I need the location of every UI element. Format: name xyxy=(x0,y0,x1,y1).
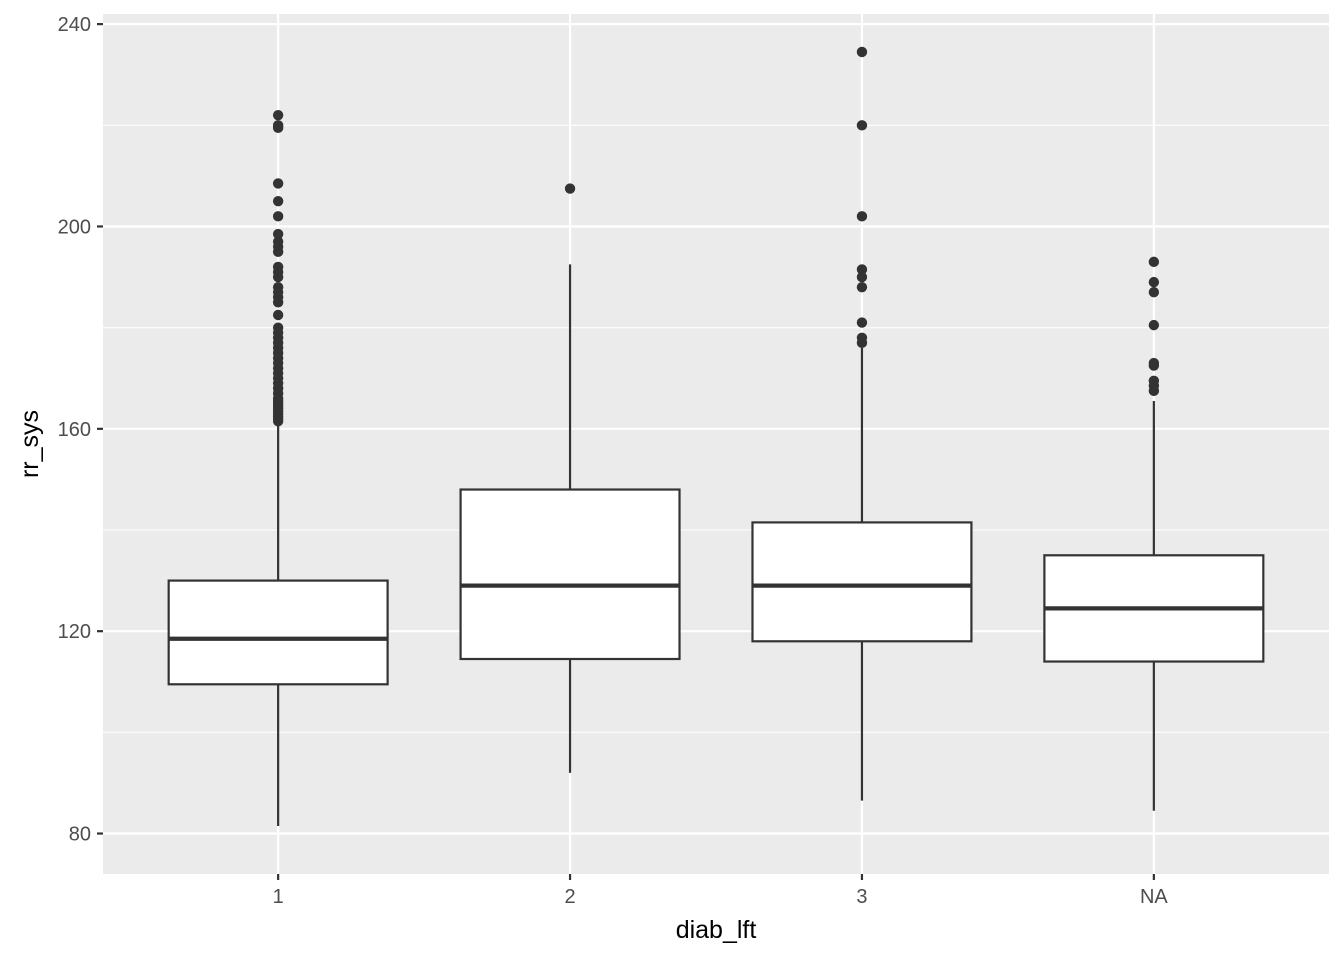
outlier-point xyxy=(856,271,868,283)
outlier-point xyxy=(272,261,284,273)
outlier-point xyxy=(1148,287,1160,298)
outlier-point xyxy=(1148,276,1160,288)
outlier-point xyxy=(856,211,868,222)
outlier-point xyxy=(856,120,868,131)
outlier-point xyxy=(856,317,868,328)
y-tick-label: 160 xyxy=(58,419,91,441)
outlier-point xyxy=(272,236,284,247)
y-axis-title: rr_sys xyxy=(16,410,44,478)
outlier-point xyxy=(856,264,868,275)
y-tick-label: 80 xyxy=(69,824,91,846)
x-tick-label: 3 xyxy=(856,886,867,908)
outlier-point xyxy=(272,228,284,240)
box-group-2 xyxy=(459,183,681,773)
outlier-point xyxy=(272,195,284,207)
box-group-1 xyxy=(167,109,389,826)
plot-panel xyxy=(103,14,1329,874)
x-axis-title: diab_lft xyxy=(676,916,757,944)
outlier-point xyxy=(272,120,284,131)
y-tick-label: 240 xyxy=(58,14,91,36)
box-iqr xyxy=(167,579,389,686)
outlier-point xyxy=(272,109,284,121)
box-iqr xyxy=(459,488,681,661)
outlier-point xyxy=(564,183,576,194)
outlier-point xyxy=(1148,319,1160,331)
x-tick-label: 1 xyxy=(273,886,284,908)
box-iqr xyxy=(751,521,973,643)
boxes xyxy=(167,46,1265,826)
outlier-point xyxy=(272,309,284,321)
x-tick-label: 2 xyxy=(564,886,575,908)
outlier-point xyxy=(856,332,868,343)
outlier-point xyxy=(272,211,284,222)
outlier-point xyxy=(272,322,284,333)
x-tick-label: NA xyxy=(1140,886,1168,908)
outlier-point xyxy=(272,281,284,293)
y-tick-label: 120 xyxy=(58,621,91,643)
outlier-point xyxy=(856,46,868,58)
outlier-point xyxy=(1148,256,1160,268)
box-group-NA xyxy=(1043,256,1265,811)
outlier-point xyxy=(1148,357,1160,369)
outlier-point xyxy=(272,178,284,189)
axes: 80 120 160 200 240 1 2 3 NA xyxy=(58,14,1169,908)
outlier-point xyxy=(856,281,868,293)
box-group-3 xyxy=(751,46,973,801)
y-tick-label: 200 xyxy=(58,216,91,238)
outlier-point xyxy=(1148,375,1160,386)
